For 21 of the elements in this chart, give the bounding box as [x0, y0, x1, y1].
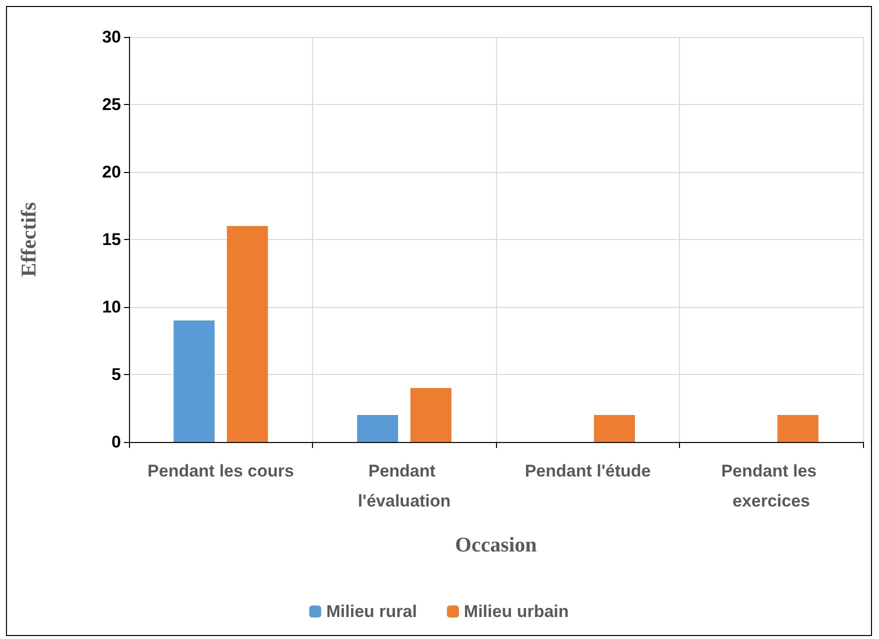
y-axis-title: Effectifs: [16, 202, 40, 277]
bar: [174, 320, 215, 442]
x-tick-label: Pendant les exercices: [721, 462, 822, 510]
x-tick-label: Pendant les cours: [148, 462, 294, 480]
bar: [226, 226, 268, 442]
bar: [357, 415, 398, 442]
y-tick-label: 30: [102, 28, 121, 46]
y-tick-label: 0: [112, 432, 121, 452]
y-tick-label: 5: [112, 365, 121, 384]
legend-label: Milieu rural: [326, 602, 417, 621]
bar: [410, 388, 452, 442]
y-tick-label: 15: [102, 230, 121, 249]
bar: [777, 415, 818, 442]
x-tick-label: Pendant l'évaluation: [358, 462, 451, 510]
x-axis-title: Occasion: [455, 532, 538, 556]
y-tick-label: 25: [102, 95, 121, 114]
bar: [594, 415, 635, 442]
legend-label: Milieu urbain: [464, 602, 569, 621]
x-tick-label: Pendant l'étude: [524, 462, 651, 480]
y-tick-label: 10: [102, 298, 121, 316]
y-tick-label: 20: [102, 162, 121, 182]
